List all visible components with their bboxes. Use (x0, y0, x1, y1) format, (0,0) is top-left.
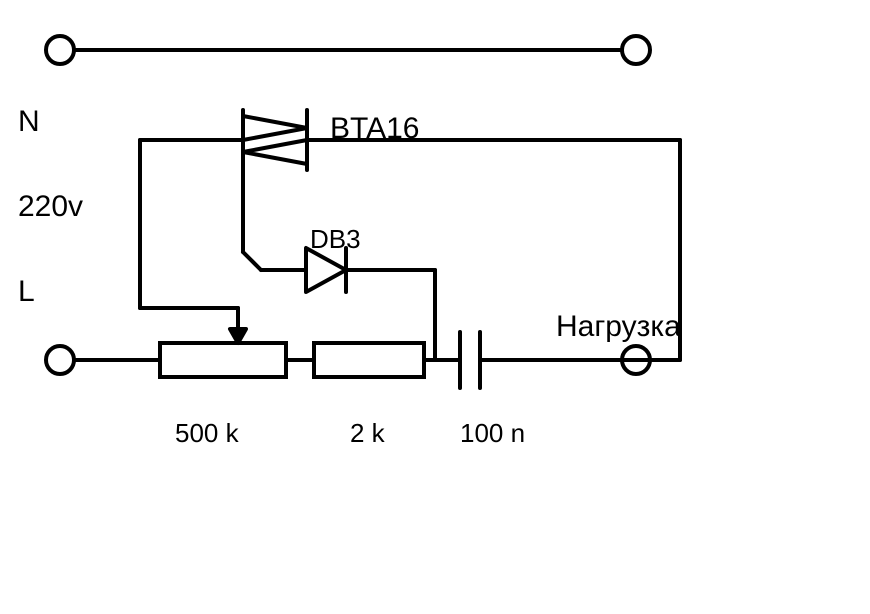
label-cap: 100 n (460, 418, 525, 449)
label-pot: 500 k (175, 418, 239, 449)
label-load: Нагрузка (556, 310, 681, 344)
label-N: N (18, 105, 40, 139)
label-voltage: 220v (18, 190, 83, 224)
label-res: 2 k (350, 418, 385, 449)
label-diac: DB3 (310, 224, 361, 255)
label-L: L (18, 275, 35, 309)
label-triac: BTA16 (330, 112, 420, 146)
circuit-svg (0, 0, 870, 614)
